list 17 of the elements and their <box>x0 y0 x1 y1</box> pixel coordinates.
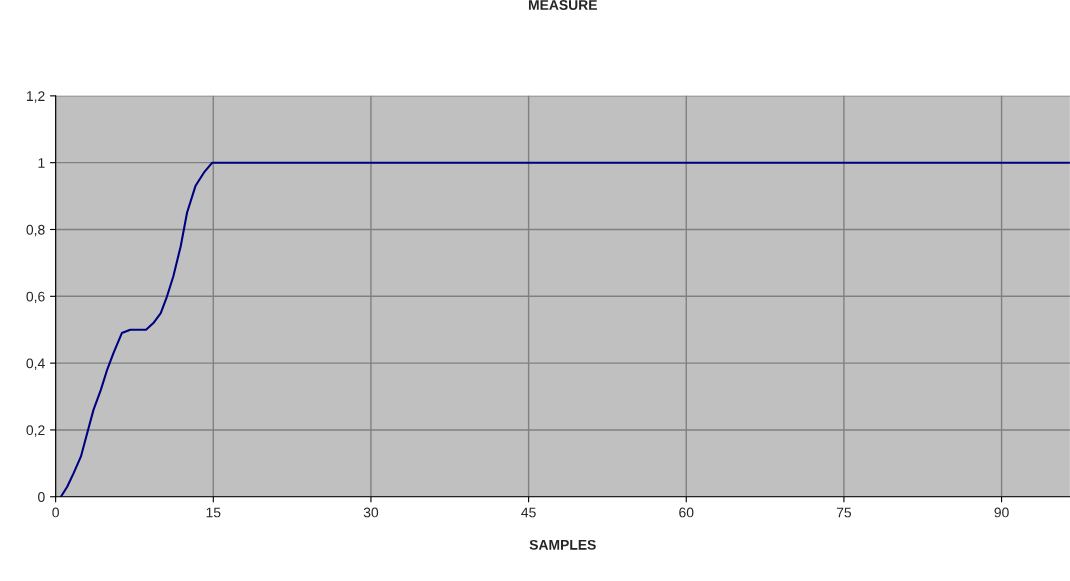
x-axis-title: SAMPLES <box>529 539 596 550</box>
y-tick-label: 0,6 <box>26 291 45 304</box>
x-tick-label: 0 <box>52 507 59 518</box>
x-tick-label: 90 <box>994 507 1009 518</box>
x-tick-label: 15 <box>206 507 221 518</box>
line-series <box>59 161 1070 497</box>
y-tick-label: 1,2 <box>26 91 45 103</box>
y-tick-label: 0,4 <box>26 358 45 370</box>
x-tick-label: 30 <box>363 507 379 518</box>
y-tick-label: 0 <box>38 492 45 502</box>
x-tick-label: 60 <box>679 507 694 518</box>
x-tick-label: 45 <box>521 507 536 518</box>
x-tick-label: 75 <box>836 507 852 518</box>
chart-title: MEASURE <box>528 0 597 10</box>
y-tick-label: 0,2 <box>26 425 45 437</box>
y-tick-label: 0,8 <box>26 224 45 237</box>
y-tick-label: 1 <box>38 158 45 168</box>
